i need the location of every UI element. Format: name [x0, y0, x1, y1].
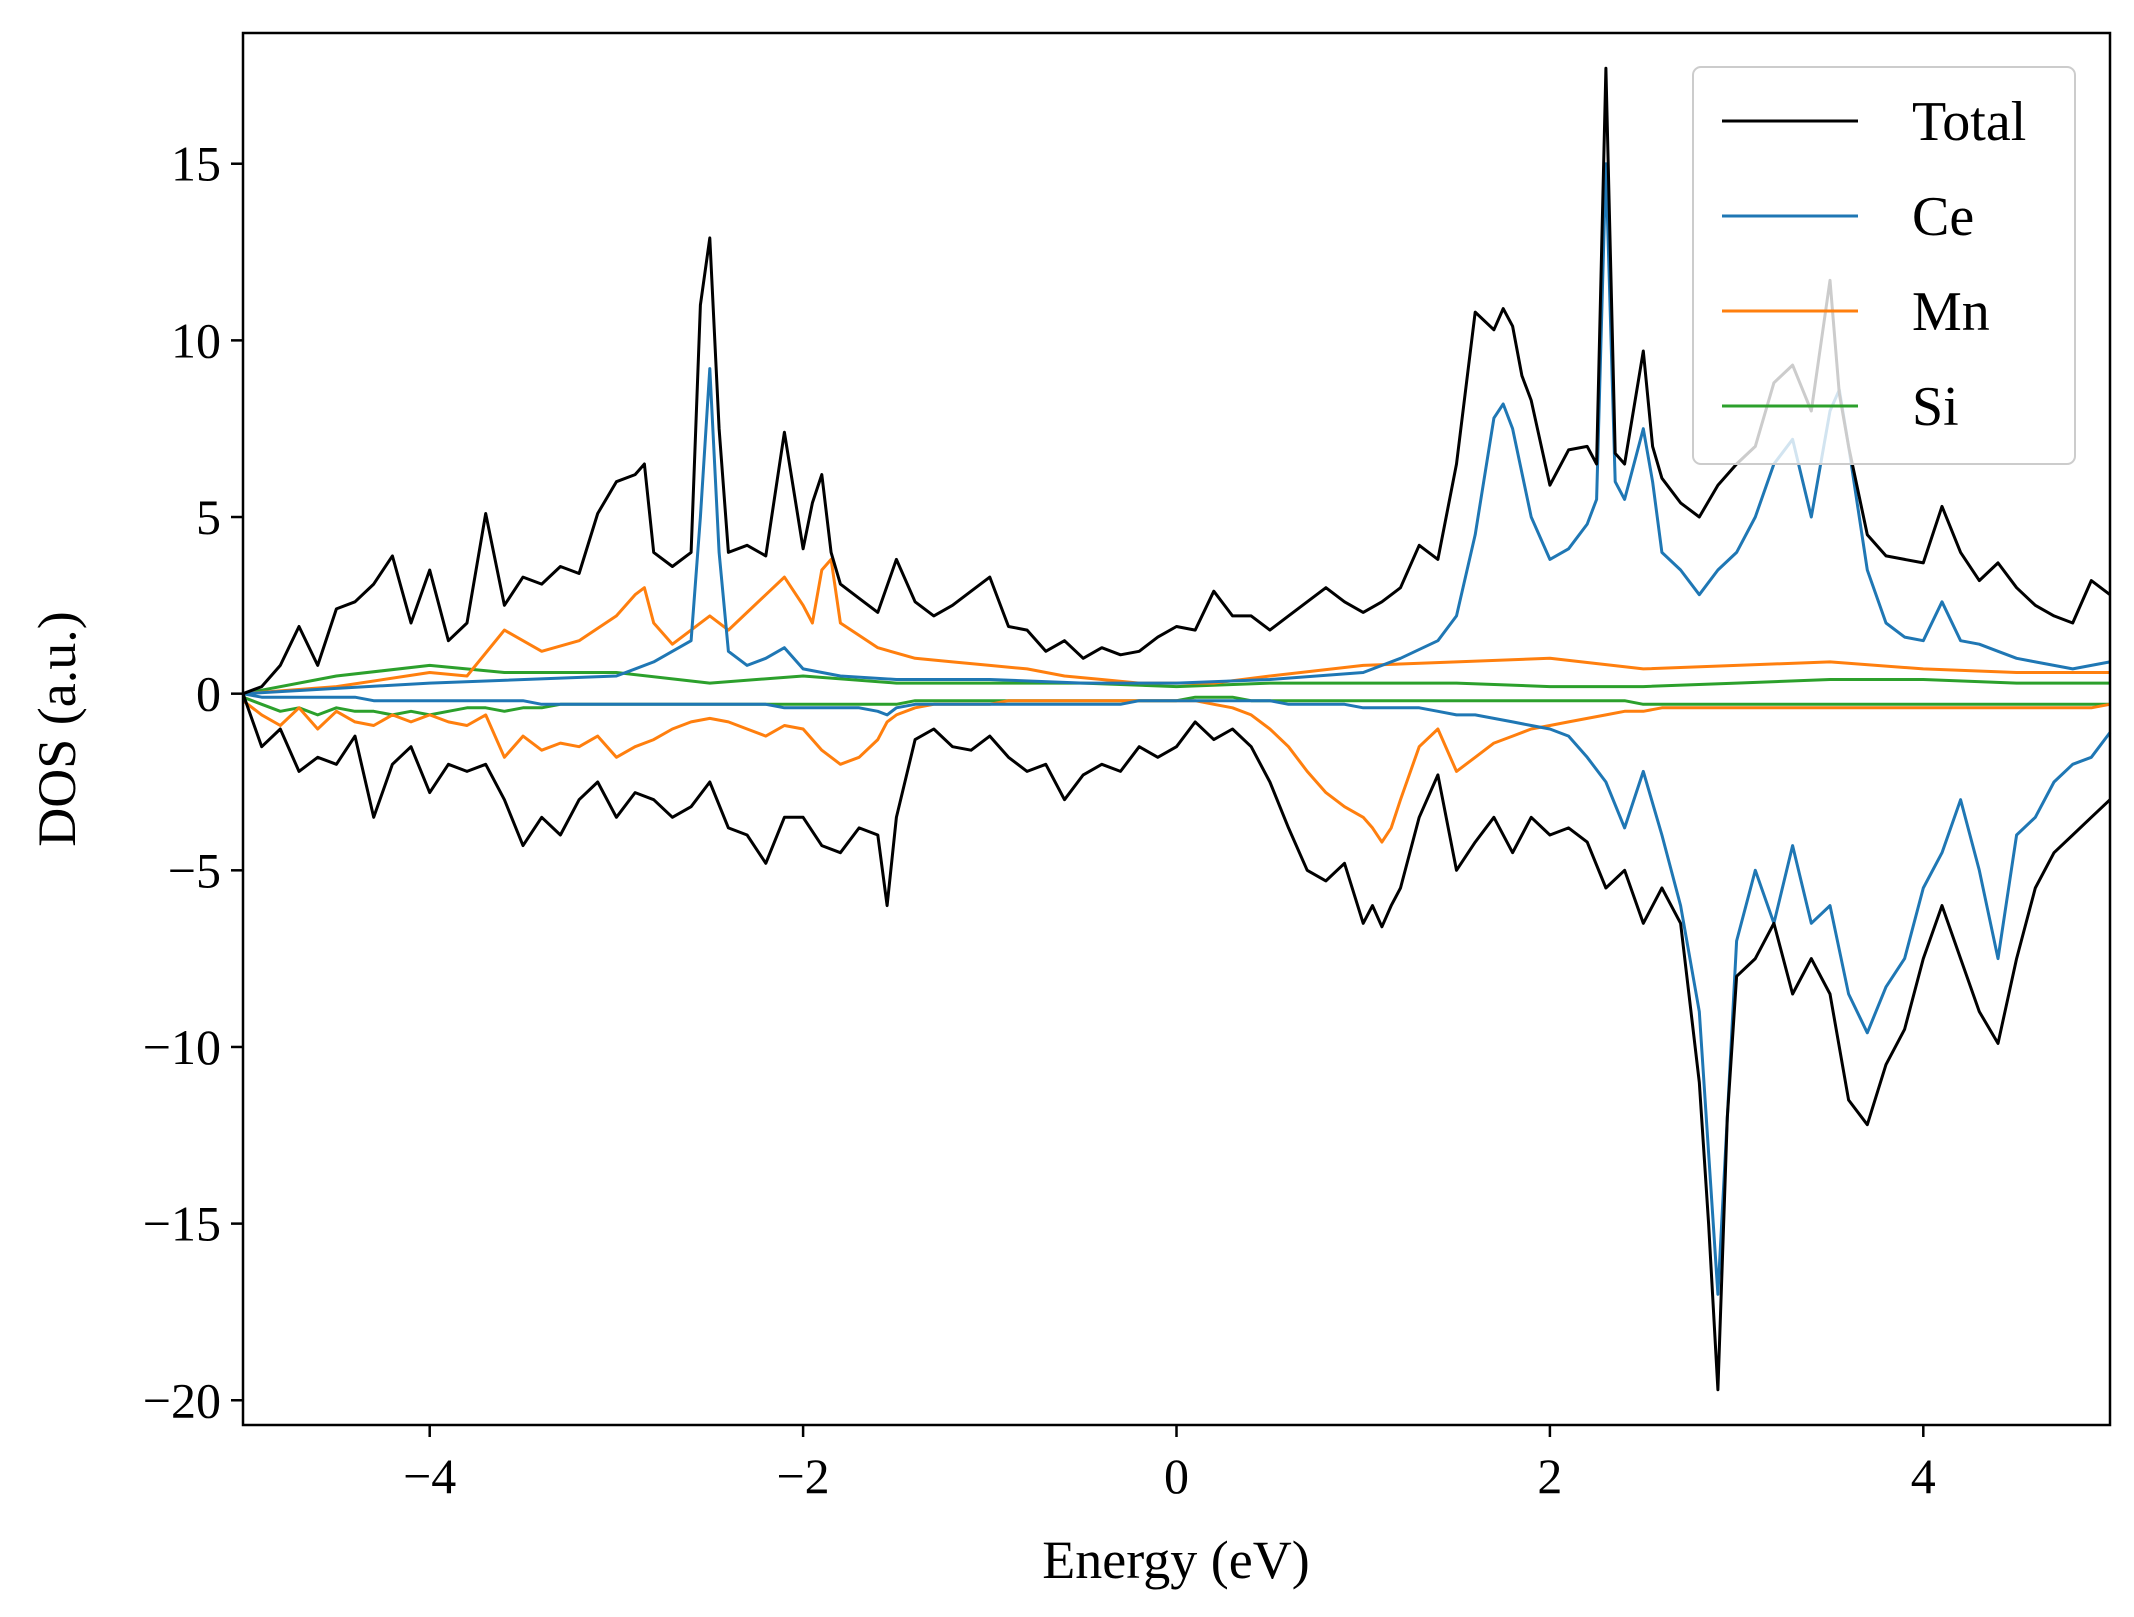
y-tick-label: −15 — [143, 1196, 221, 1252]
legend-label-mn: Mn — [1912, 281, 1990, 343]
y-tick-label: −5 — [168, 842, 221, 898]
y-tick-label: −20 — [143, 1372, 221, 1428]
series-total-spin-down — [241, 693, 2112, 1392]
legend-label-ce: Ce — [1912, 186, 1974, 248]
y-tick-label: 5 — [196, 489, 221, 545]
y-tick-label: 15 — [171, 136, 221, 192]
series-ce-spin-down — [242, 692, 2112, 1296]
x-tick-label: −4 — [403, 1448, 456, 1504]
legend: Total Ce Mn Si — [1692, 66, 2076, 465]
legend-items: Total Ce Mn Si — [1722, 91, 2026, 438]
legend-box — [1692, 66, 2076, 465]
series-ce-spin-up — [242, 162, 2111, 696]
y-axis-title: DOS (a.u.) — [27, 611, 87, 846]
series-mn-spin-down — [242, 699, 2111, 844]
series-mn-spin-up — [242, 557, 2110, 696]
x-tick-label: −2 — [776, 1448, 829, 1504]
y-tick-label: 10 — [171, 312, 221, 368]
y-tick-label: 0 — [196, 666, 221, 722]
y-tick-label: −10 — [143, 1019, 221, 1075]
legend-label-si: Si — [1912, 376, 1959, 438]
x-tick-label: 0 — [1164, 1448, 1189, 1504]
y-axis: 15 10 5 0 −5 −10 −15 −20 — [143, 136, 243, 1428]
series-layer — [241, 66, 2112, 1392]
x-axis: −4 −2 0 2 4 — [403, 1425, 1936, 1504]
legend-label-total: Total — [1912, 91, 2026, 153]
series-si-spin-up — [242, 663, 2110, 696]
x-tick-label: 2 — [1537, 1448, 1562, 1504]
x-tick-label: 4 — [1911, 1448, 1936, 1504]
x-axis-title: Energy (eV) — [1042, 1530, 1309, 1590]
